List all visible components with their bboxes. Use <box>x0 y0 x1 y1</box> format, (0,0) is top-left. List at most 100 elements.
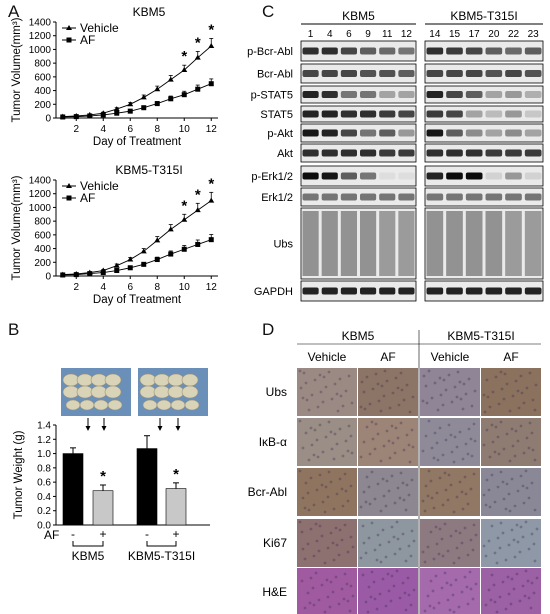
significance-star: * <box>195 34 201 51</box>
blot-band <box>340 172 357 180</box>
blot-band <box>360 287 377 295</box>
ihc-cell <box>505 432 509 436</box>
ihc-cell <box>458 531 462 535</box>
tumor-volume-chart-kbm5: 0 200 400 600 800 1000 1200 1400 2 4 6 8 10 12 Day of … <box>11 5 218 148</box>
y-tick-label: 800 <box>34 59 51 70</box>
blot-strip <box>424 85 544 104</box>
ihc-cell <box>329 430 333 434</box>
ihc-cell <box>375 607 379 611</box>
ihc-cell <box>464 442 468 446</box>
ihc-cell <box>535 527 539 531</box>
ihc-cell <box>298 469 302 473</box>
ihc-cell <box>487 588 491 592</box>
y-axis-label: Tumor Weight (g) <box>13 430 25 519</box>
blot-band <box>485 287 503 295</box>
ihc-cell <box>334 575 338 579</box>
ihc-cell <box>438 426 442 430</box>
ihc-image <box>481 368 541 416</box>
ihc-cell <box>435 491 439 495</box>
ihc-cell <box>453 435 457 439</box>
y-tick-label: 1400 <box>29 18 52 29</box>
ihc-cell <box>319 390 323 394</box>
ihc-cell <box>346 599 350 603</box>
ihc-cell <box>409 603 413 607</box>
ihc-cell <box>338 377 342 381</box>
ihc-cell <box>300 530 304 534</box>
ihc-cell <box>485 378 489 382</box>
blot-band <box>426 70 444 77</box>
blot-smear <box>446 211 463 276</box>
ihc-cell <box>404 559 408 563</box>
blot-band <box>505 172 522 180</box>
blot-band <box>465 129 483 137</box>
ihc-cell <box>422 374 426 378</box>
blot-smear <box>398 211 415 276</box>
data-point-af <box>141 261 147 267</box>
ihc-cell <box>511 444 515 448</box>
ihc-cell <box>463 475 467 479</box>
ihc-cell <box>306 591 310 595</box>
ihc-cell <box>482 493 486 497</box>
ihc-cell <box>338 528 342 532</box>
x-tick-label: 12 <box>206 124 218 135</box>
blot-band <box>340 287 357 295</box>
ihc-cell <box>469 487 473 491</box>
data-point-vehicle <box>127 101 134 107</box>
significance-star: * <box>173 466 179 483</box>
ihc-cell <box>383 369 387 373</box>
ihc-cell <box>490 524 494 528</box>
ihc-cell <box>407 593 411 597</box>
y-tick-label: 0 <box>45 272 51 283</box>
ihc-cell <box>315 539 319 543</box>
ihc-cell <box>518 550 522 554</box>
legend-label: Vehicle <box>80 21 119 35</box>
blot-strip <box>424 123 544 143</box>
ihc-cell <box>374 422 378 426</box>
ihc-cell <box>327 420 331 424</box>
ihc-cell <box>427 469 431 473</box>
ihc-cell <box>395 569 399 573</box>
ihc-cell <box>382 394 386 398</box>
ihc-cell <box>391 391 395 395</box>
ihc-cell <box>331 541 335 545</box>
legend-marker-af <box>66 195 72 201</box>
ihc-cell <box>376 382 380 386</box>
ihc-cell <box>407 544 411 548</box>
ihc-cell <box>421 399 425 403</box>
ihc-cell <box>424 434 428 438</box>
blot-band <box>379 129 396 137</box>
ihc-cell <box>461 457 465 461</box>
data-point-af <box>114 268 120 274</box>
data-point-vehicle <box>208 43 215 48</box>
group-label-kbm5: KBM5 <box>342 9 375 23</box>
ihc-cell <box>516 389 520 393</box>
ihc-cell <box>361 524 365 528</box>
ihc-cell <box>444 438 448 442</box>
blot-band <box>426 149 444 157</box>
ihc-cell <box>323 510 327 514</box>
ihc-cell <box>338 477 342 481</box>
blot-band <box>505 193 522 201</box>
panel-b-letter: B <box>8 320 20 339</box>
ihc-cell <box>314 522 318 526</box>
blot-strip <box>300 187 417 207</box>
ihc-cell <box>507 592 511 596</box>
blot-band <box>302 287 319 295</box>
ihc-cell <box>504 507 508 511</box>
blot-label-stat5: STAT5 <box>260 109 293 121</box>
ihc-cell <box>423 609 427 613</box>
blot-band <box>426 129 444 137</box>
data-point-af <box>127 108 133 114</box>
ihc-cell <box>379 459 383 463</box>
ihc-row-label: Ubs <box>266 385 287 399</box>
ihc-cell <box>347 424 351 428</box>
ihc-cell <box>371 437 375 441</box>
significance-star: * <box>181 48 187 65</box>
ihc-cell <box>533 408 537 412</box>
ihc-cell <box>511 394 515 398</box>
ihc-cell <box>460 541 464 545</box>
ihc-cell <box>452 561 456 565</box>
ihc-cell <box>488 405 492 409</box>
ihc-cell <box>534 383 538 387</box>
